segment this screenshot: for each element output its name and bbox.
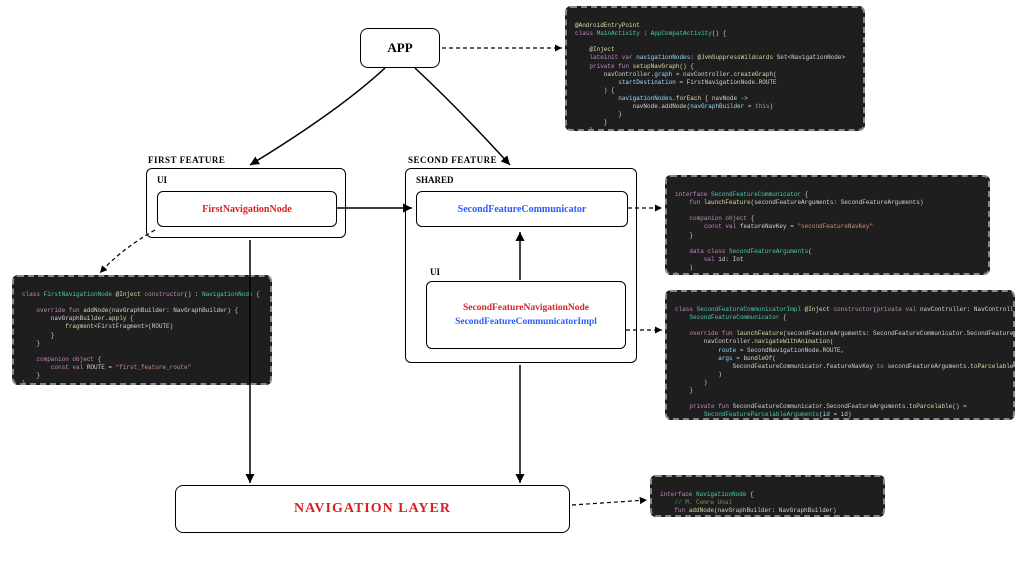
code-comm-impl-panel: class SecondFeatureCommunicatorImpl @Inj…	[665, 290, 1015, 420]
first-feature-group: UI FirstNavigationNode	[146, 168, 346, 238]
second-ui-box: SecondFeatureNavigationNode SecondFeatur…	[426, 281, 626, 349]
first-ui-label: UI	[157, 175, 167, 185]
app-label: APP	[387, 40, 412, 56]
second-feature-group: SHARED SecondFeatureCommunicator UI Seco…	[405, 168, 637, 363]
code-nav-node-panel: interface NavigationNode { // M. Cemre U…	[650, 475, 885, 517]
first-nav-node-text: FirstNavigationNode	[202, 204, 291, 215]
second-communicator-text: SecondFeatureCommunicator	[458, 204, 587, 215]
code-communicator-panel: interface SecondFeatureCommunicator { fu…	[665, 175, 990, 275]
nav-layer-box: NAVIGATION LAYER	[175, 485, 570, 533]
second-nav-node-text: SecondFeatureNavigationNode	[463, 303, 589, 313]
first-nav-node-box: FirstNavigationNode	[157, 191, 337, 227]
second-shared-label: SHARED	[416, 175, 454, 185]
second-ui-label: UI	[430, 267, 440, 277]
code-first-node-panel: class FirstNavigationNode @Inject constr…	[12, 275, 272, 385]
code-app-panel: @AndroidEntryPoint class MainActivity : …	[565, 6, 865, 131]
nav-layer-label: NAVIGATION LAYER	[294, 501, 451, 517]
first-feature-label: FIRST FEATURE	[148, 155, 225, 165]
second-feature-label: SECOND FEATURE	[408, 155, 497, 165]
app-box: APP	[360, 28, 440, 68]
second-communicator-box: SecondFeatureCommunicator	[416, 191, 628, 227]
second-comm-impl-text: SecondFeatureCommunicatorImpl	[455, 317, 597, 327]
